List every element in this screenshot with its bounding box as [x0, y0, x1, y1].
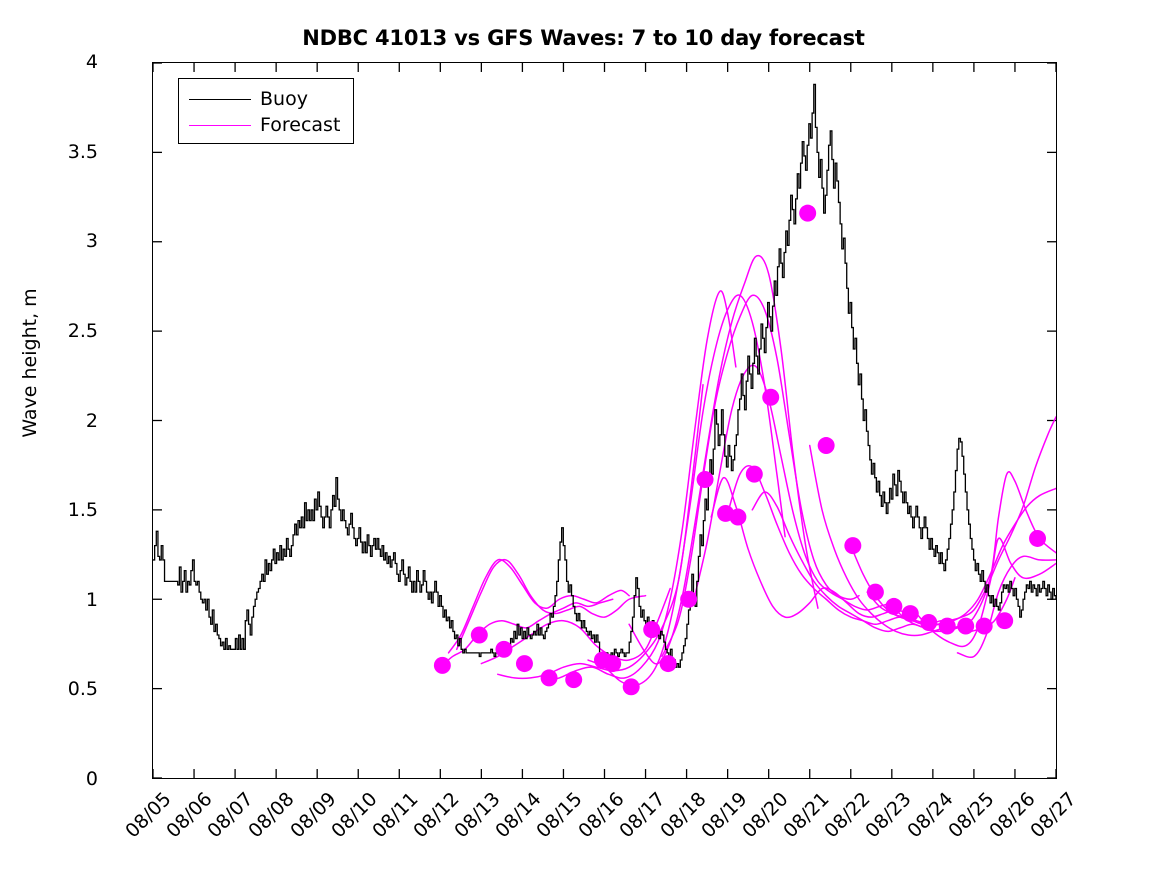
y-tick-label: 3	[85, 230, 98, 253]
legend-swatch-forecast	[189, 124, 251, 126]
y-tick-label: 4	[85, 51, 98, 73]
y-tick-label: 2.5	[67, 319, 98, 342]
page-title: NDBC 41013 vs GFS Waves: 7 to 10 day for…	[302, 26, 865, 50]
buoy-series-line	[153, 83, 1056, 668]
y-tick-label: 0	[85, 768, 98, 790]
y-tick-label: 1.5	[67, 499, 98, 522]
y-tick-label: 1	[85, 588, 98, 611]
y-tick-label: 3.5	[67, 140, 98, 163]
axis-tick-marks	[153, 63, 1056, 778]
plot-canvas	[153, 63, 1056, 778]
y-tick-label: 2	[85, 409, 98, 432]
y-axis-label: Wave height, m	[19, 288, 41, 438]
legend-item-buoy: Buoy	[179, 86, 353, 112]
legend-swatch-buoy	[189, 98, 251, 100]
legend-item-forecast: Forecast	[179, 112, 353, 138]
forecast-marker-dots	[433, 204, 1047, 696]
plot-area	[152, 62, 1057, 779]
y-tick-label: 0.5	[67, 678, 98, 701]
legend: Buoy Forecast	[178, 78, 354, 144]
legend-label-buoy: Buoy	[260, 87, 308, 110]
legend-label-forecast: Forecast	[260, 113, 341, 136]
